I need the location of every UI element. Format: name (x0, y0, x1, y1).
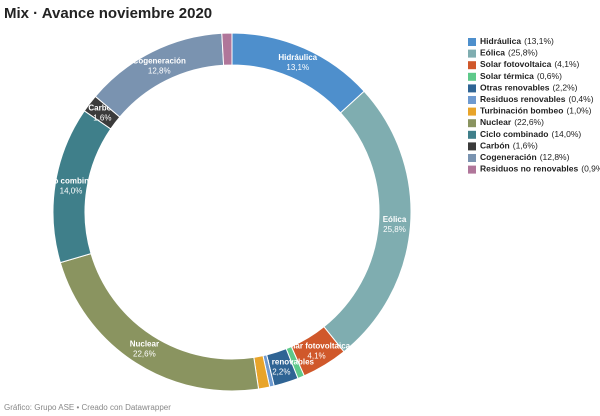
slice-label: Eólica (383, 215, 407, 224)
legend-value: (0,9%) (581, 164, 600, 174)
legend-entry: Otras renovables (2,2%) (480, 83, 578, 93)
slice-label: Carbón (88, 103, 116, 112)
legend-value: (25,8%) (508, 48, 538, 58)
legend-name: Turbinación bombeo (480, 106, 563, 116)
legend-value: (1,0%) (566, 106, 591, 116)
source: Gráfico: Grupo ASE • Creado con Datawrap… (4, 403, 171, 412)
slice-value: 12,8% (148, 66, 171, 75)
slice-label: Cogeneración (133, 56, 186, 65)
legend-name: Hidráulica (480, 36, 521, 46)
legend-entry: Cogeneración (12,8%) (480, 152, 570, 162)
legend-value: (22,6%) (514, 117, 544, 127)
legend-entry: Carbón (1,6%) (480, 141, 538, 151)
legend-name: Ciclo combinado (480, 129, 548, 139)
legend-entry: Solar térmica (0,6%) (480, 71, 562, 81)
legend-name: Residuos no renovables (480, 164, 579, 174)
legend-swatch (468, 38, 476, 46)
legend-entry: Hidráulica (13,1%) (480, 36, 554, 46)
legend-value: (13,1%) (524, 36, 554, 46)
slice-label: Ciclo combinado (39, 177, 104, 186)
legend-entry: Solar fotovoltaica (4,1%) (480, 59, 580, 69)
legend-name: Carbón (480, 141, 510, 151)
legend-swatch (468, 96, 476, 104)
legend-entry: Turbinación bombeo (1,0%) (480, 106, 592, 116)
legend-swatch (468, 165, 476, 174)
chart-title: Mix · Avance noviembre 2020 (4, 5, 212, 22)
legend-value: (4,1%) (554, 59, 579, 69)
slice-value: 4,1% (307, 351, 325, 360)
legend-swatch (468, 142, 476, 151)
slice-value: 1,6% (93, 113, 111, 122)
slice-label: Solar fotovoltaica (283, 341, 351, 350)
slice-value: 22,6% (133, 350, 156, 359)
legend-value: (0,6%) (537, 71, 562, 81)
legend-name: Cogeneración (480, 152, 537, 162)
legend-value: (1,6%) (513, 141, 538, 151)
legend-name: Eólica (480, 48, 505, 58)
legend-entry: Residuos no renovables(0,9%) (480, 164, 600, 174)
legend-name: Solar térmica (480, 71, 534, 81)
legend-entry: Nuclear (22,6%) (480, 117, 544, 127)
slice-value: 2,2% (272, 367, 290, 376)
legend-value: (0,4%) (569, 94, 594, 104)
legend-value: (14,0%) (551, 129, 581, 139)
legend-entry: Ciclo combinado (14,0%) (480, 129, 581, 139)
legend-name: Nuclear (480, 117, 512, 127)
slice-value: 25,8% (383, 225, 406, 234)
legend-value: (2,2%) (552, 83, 577, 93)
legend-swatch (468, 119, 476, 128)
slice (221, 32, 233, 66)
legend-entry: Residuos renovables (0,4%) (480, 94, 594, 104)
legend-swatch (468, 61, 476, 70)
slice-value: 14,0% (60, 187, 83, 196)
legend-swatch (468, 49, 476, 58)
legend-swatch (468, 72, 476, 81)
legend-name: Otras renovables (480, 83, 550, 93)
slice (59, 252, 260, 392)
legend-swatch (468, 84, 476, 93)
legend-swatch (468, 107, 476, 116)
slice-label: Nuclear (130, 340, 159, 349)
legend-swatch (468, 154, 476, 162)
legend-name: Solar fotovoltaica (480, 59, 552, 69)
legend-entry: Eólica (25,8%) (480, 48, 538, 58)
legend-name: Residuos renovables (480, 94, 566, 104)
legend-swatch (468, 130, 476, 139)
slice-value: 13,1% (286, 63, 309, 72)
legend-value: (12,8%) (540, 152, 570, 162)
slice-label: Otras renovables (249, 357, 315, 366)
slice-label: Hidráulica (278, 53, 317, 62)
slice (231, 32, 365, 114)
